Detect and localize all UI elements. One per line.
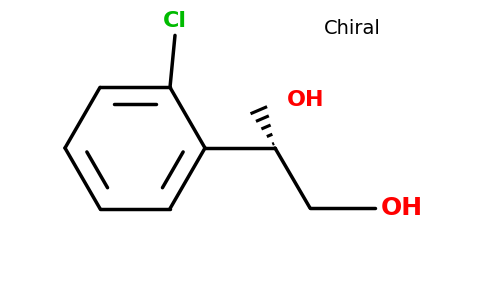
Text: Chiral: Chiral (324, 19, 380, 38)
Text: Cl: Cl (163, 11, 187, 32)
Text: OH: OH (287, 90, 324, 110)
Text: OH: OH (381, 196, 423, 220)
